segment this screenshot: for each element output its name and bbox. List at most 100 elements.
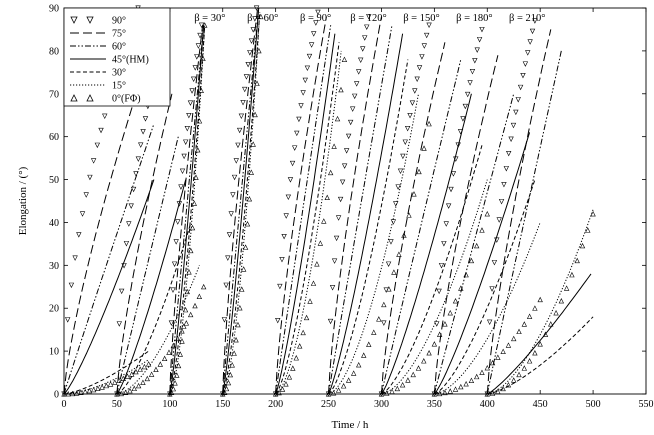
x-tick-label: 500	[586, 399, 601, 410]
curve-75	[486, 29, 552, 395]
marker-triangle-down	[87, 174, 93, 181]
marker-triangle-down	[388, 239, 394, 245]
marker-triangle-up	[431, 341, 438, 347]
marker-triangle-down	[351, 93, 358, 100]
marker-triangle-down	[426, 22, 432, 29]
marker-triangle-down	[304, 65, 311, 72]
marker-triangle-down	[479, 26, 485, 33]
marker-triangle-down	[397, 168, 404, 175]
legend-item: 15°	[70, 81, 126, 92]
marker-triangle-up	[135, 382, 142, 389]
beta-group	[378, 22, 490, 397]
marker-triangle-up	[118, 390, 124, 397]
marker-triangle-down	[508, 136, 514, 143]
marker-triangle-down	[123, 241, 130, 247]
marker-triangle-down	[187, 100, 194, 106]
marker-triangle-up	[468, 257, 475, 264]
curve-0-markers	[114, 283, 207, 397]
curve-60	[486, 50, 562, 395]
marker-triangle-down	[192, 65, 198, 71]
marker-triangle-down	[178, 184, 184, 190]
marker-triangle-up	[99, 384, 105, 390]
curve-60	[433, 93, 515, 395]
marker-triangle-up	[452, 386, 459, 392]
marker-triangle-down	[68, 282, 75, 289]
marker-triangle-down	[183, 139, 189, 145]
marker-triangle-up	[307, 298, 313, 304]
legend-label: 45°(HM)	[112, 55, 149, 66]
marker-triangle-down	[306, 53, 313, 60]
marker-triangle-up	[558, 298, 565, 304]
marker-triangle-down	[181, 153, 187, 160]
x-tick-label: 400	[480, 399, 495, 410]
marker-triangle-down	[194, 54, 200, 60]
marker-triangle-up	[198, 87, 204, 93]
y-tick-label: 20	[49, 304, 59, 315]
marker-triangle-up	[252, 111, 258, 118]
curve-15	[487, 209, 594, 395]
marker-triangle-down	[360, 46, 366, 52]
marker-triangle-down	[491, 260, 498, 266]
marker-triangle-down	[457, 129, 464, 135]
marker-triangle-down	[474, 47, 480, 53]
marker-triangle-up	[182, 306, 189, 313]
marker-triangle-up	[384, 390, 390, 396]
marker-triangle-up	[242, 244, 249, 250]
beta-group	[325, 14, 432, 397]
marker-triangle-up	[90, 386, 97, 393]
marker-triangle-down	[184, 126, 190, 132]
marker-triangle-down	[390, 219, 397, 225]
marker-triangle-down	[467, 80, 473, 86]
marker-triangle-up	[300, 329, 306, 336]
marker-triangle-down	[347, 119, 354, 126]
marker-triangle-up	[532, 350, 538, 356]
marker-triangle-up	[283, 381, 289, 387]
marker-triangle-down	[195, 43, 202, 49]
beta-group	[272, 9, 348, 397]
marker-triangle-up	[436, 390, 443, 397]
marker-triangle-down	[173, 239, 179, 245]
marker-triangle-down	[421, 43, 427, 49]
marker-triangle-down	[343, 148, 350, 154]
marker-triangle-up	[167, 391, 173, 397]
y-tick-label: 90	[49, 4, 59, 15]
y-tick-label: 80	[49, 46, 59, 57]
marker-triangle-down	[83, 192, 89, 198]
curve-75	[381, 42, 446, 395]
marker-triangle-up	[335, 387, 342, 393]
marker-triangle-up	[168, 389, 175, 396]
legend-marker	[70, 94, 78, 102]
marker-triangle-up	[161, 355, 168, 362]
x-tick-label: 550	[639, 399, 654, 410]
marker-triangle-down	[275, 318, 281, 324]
marker-triangle-up	[225, 379, 232, 386]
axes-layer: 0 50 100 150 200 250 300 350 400 450 500 550 0 10 20 30…	[49, 4, 654, 411]
marker-triangle-down	[465, 91, 471, 98]
marker-triangle-down	[236, 127, 243, 134]
marker-triangle-up	[181, 323, 187, 329]
marker-triangle-down	[393, 201, 399, 207]
marker-triangle-up	[411, 191, 417, 197]
marker-triangle-down	[498, 199, 505, 205]
curve-60	[275, 25, 332, 395]
curve-30	[328, 59, 409, 395]
marker-triangle-up	[495, 388, 501, 394]
curve-60	[169, 25, 205, 395]
x-tick-label: 150	[215, 399, 230, 410]
marker-triangle-up	[186, 269, 192, 275]
curve-0-markers	[272, 56, 348, 397]
marker-triangle-down	[296, 116, 302, 123]
marker-triangle-up	[452, 298, 459, 304]
marker-triangle-down	[116, 321, 122, 327]
curve-15	[275, 50, 342, 395]
marker-triangle-down	[381, 320, 387, 326]
marker-triangle-down	[228, 211, 234, 217]
marker-triangle-down	[189, 88, 195, 94]
marker-triangle-down	[287, 177, 294, 183]
marker-triangle-down	[226, 232, 233, 238]
curve-45	[328, 33, 404, 395]
marker-triangle-down	[402, 139, 408, 145]
marker-triangle-down	[225, 255, 231, 261]
marker-triangle-down	[448, 186, 454, 193]
marker-triangle-down	[198, 22, 205, 29]
